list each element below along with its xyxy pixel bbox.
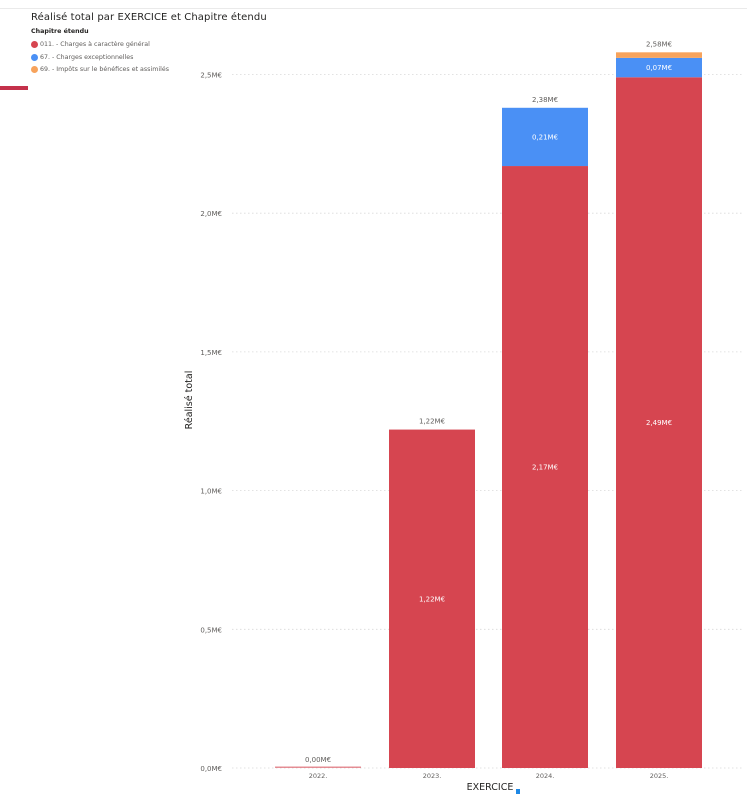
segment-value-label: 0,21M€ [532,133,558,141]
x-tick-label: 2023. [423,772,442,780]
bars [275,52,702,769]
legend: Chapitre étendu 011. - Charges à caractè… [31,28,169,76]
data-labels: 0,00M€ 1,22M€ 1,22M€ 2,17M€ 0,21M€ 2,38M€ 2,49… [305,40,672,764]
y-tick-label: 0,0M€ [200,765,222,773]
selection-marker [0,86,28,90]
focus-indicator [516,789,520,794]
bar-segment [616,57,702,78]
segment-value-label: 2,17M€ [532,464,558,472]
legend-title: Chapitre étendu [31,28,89,35]
y-tick-label: 1,5M€ [200,349,222,357]
total-value-label: 1,22M€ [419,418,445,426]
segment-value-label: 1,22M€ [419,595,445,603]
x-tick-label: 2025. [650,772,669,780]
x-axis-title: EXERCICE [467,782,514,793]
y-axis-ticks: 0,0M€ 0,5M€ 1,0M€ 1,5M€ 2,0M€ 2,5M€ [200,72,222,774]
legend-item-69[interactable]: 69. - Impôts sur le bénéfices et assimil… [31,63,169,76]
legend-swatch-011 [31,40,38,48]
visual-top-rule [0,8,747,9]
legend-swatch-67 [31,53,38,61]
bar-segment [275,766,361,768]
bar-segment [502,166,588,769]
legend-item-011[interactable]: 011. - Charges à caractère général [31,38,169,51]
x-axis-ticks: 2022. 2023. 2024. 2025. [309,772,669,780]
bar-segment [502,107,588,167]
legend-label-69: 69. - Impôts sur le bénéfices et assimil… [40,66,169,74]
bar-segment [616,77,702,769]
legend-item-67[interactable]: 67. - Charges exceptionnelles [31,51,169,64]
x-tick-label: 2022. [309,772,328,780]
y-tick-label: 2,5M€ [200,72,222,80]
bar-segment [389,429,475,768]
total-value-label: 2,58M€ [646,40,672,48]
y-tick-label: 0,5M€ [200,626,222,634]
legend-label-67: 67. - Charges exceptionnelles [40,53,134,61]
segment-value-label: 2,49M€ [646,419,672,427]
total-value-label: 2,38M€ [532,96,558,104]
y-tick-label: 2,0M€ [200,210,222,218]
y-axis-title: Réalisé total [184,371,195,430]
chart-title: Réalisé total par EXERCICE et Chapitre é… [31,12,267,23]
x-tick-label: 2024. [536,772,555,780]
total-value-label: 0,00M€ [305,756,331,764]
legend-label-011: 011. - Charges à caractère général [40,40,150,48]
legend-swatch-69 [31,66,38,74]
segment-value-label: 0,07M€ [646,64,672,72]
y-tick-label: 1,0M€ [200,488,222,496]
bar-segment [616,52,702,58]
